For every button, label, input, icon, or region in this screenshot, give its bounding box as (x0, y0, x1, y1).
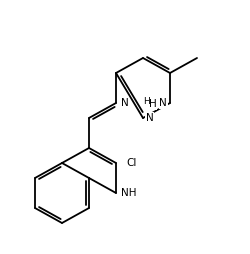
Text: Cl: Cl (126, 158, 136, 168)
Text: H: H (142, 98, 150, 106)
Text: N: N (146, 113, 154, 123)
Text: NH: NH (121, 188, 136, 198)
Text: N: N (159, 98, 167, 108)
Text: N: N (121, 98, 129, 108)
Text: H: H (149, 99, 157, 109)
